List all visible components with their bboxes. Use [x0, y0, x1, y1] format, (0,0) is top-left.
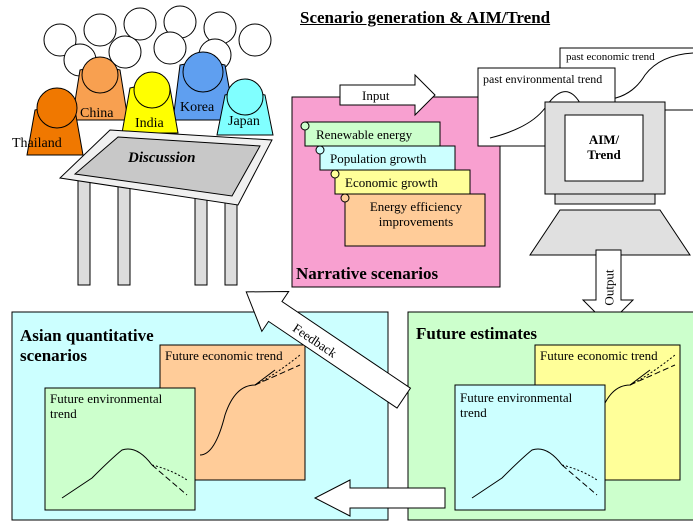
panel-label: Future economic trend [540, 348, 658, 363]
table-label: Discussion [128, 150, 196, 166]
panel-label: Future environmental trend [50, 391, 163, 421]
screen-line: AIM/ [588, 132, 620, 147]
past-trend-label: past environmental trend [483, 72, 603, 86]
scroll-label: Economic growth [345, 175, 438, 190]
participant-label: China [80, 106, 114, 121]
scroll-label: Population growth [330, 151, 427, 166]
participant-label: Japan [228, 114, 260, 129]
panel [454, 384, 606, 511]
narrative-label: Narrative scenarios [296, 264, 439, 283]
title: Scenario generation & AIM/Trend [300, 8, 551, 27]
scroll-label: Renewable energy [316, 127, 413, 142]
computer [529, 101, 691, 256]
participant-label: Korea [180, 100, 215, 115]
participants [26, 51, 274, 156]
table [58, 129, 273, 286]
return-arrow [313, 479, 446, 517]
participant-label: Thailand [12, 136, 62, 151]
scrolls [300, 121, 486, 247]
input-arrow [339, 73, 436, 117]
screen-line: Trend [587, 147, 621, 162]
feedback-arrow [245, 291, 412, 409]
box-title: Asian quantitative scenarios [20, 326, 154, 365]
output-label: Output [601, 269, 617, 306]
past-trend-label: past economic trend [566, 51, 655, 63]
scroll-label: Energy efficiency improvements [369, 199, 463, 229]
panel-label: Future environmental trend [460, 390, 573, 420]
box-title: Future estimates [416, 324, 538, 343]
audience [43, 5, 272, 77]
participant-label: India [135, 116, 164, 131]
input-label: Input [362, 88, 390, 103]
panel [44, 387, 196, 511]
panel-label: Future economic trend [165, 348, 283, 363]
screen-label: AIM/Trend [565, 132, 643, 162]
